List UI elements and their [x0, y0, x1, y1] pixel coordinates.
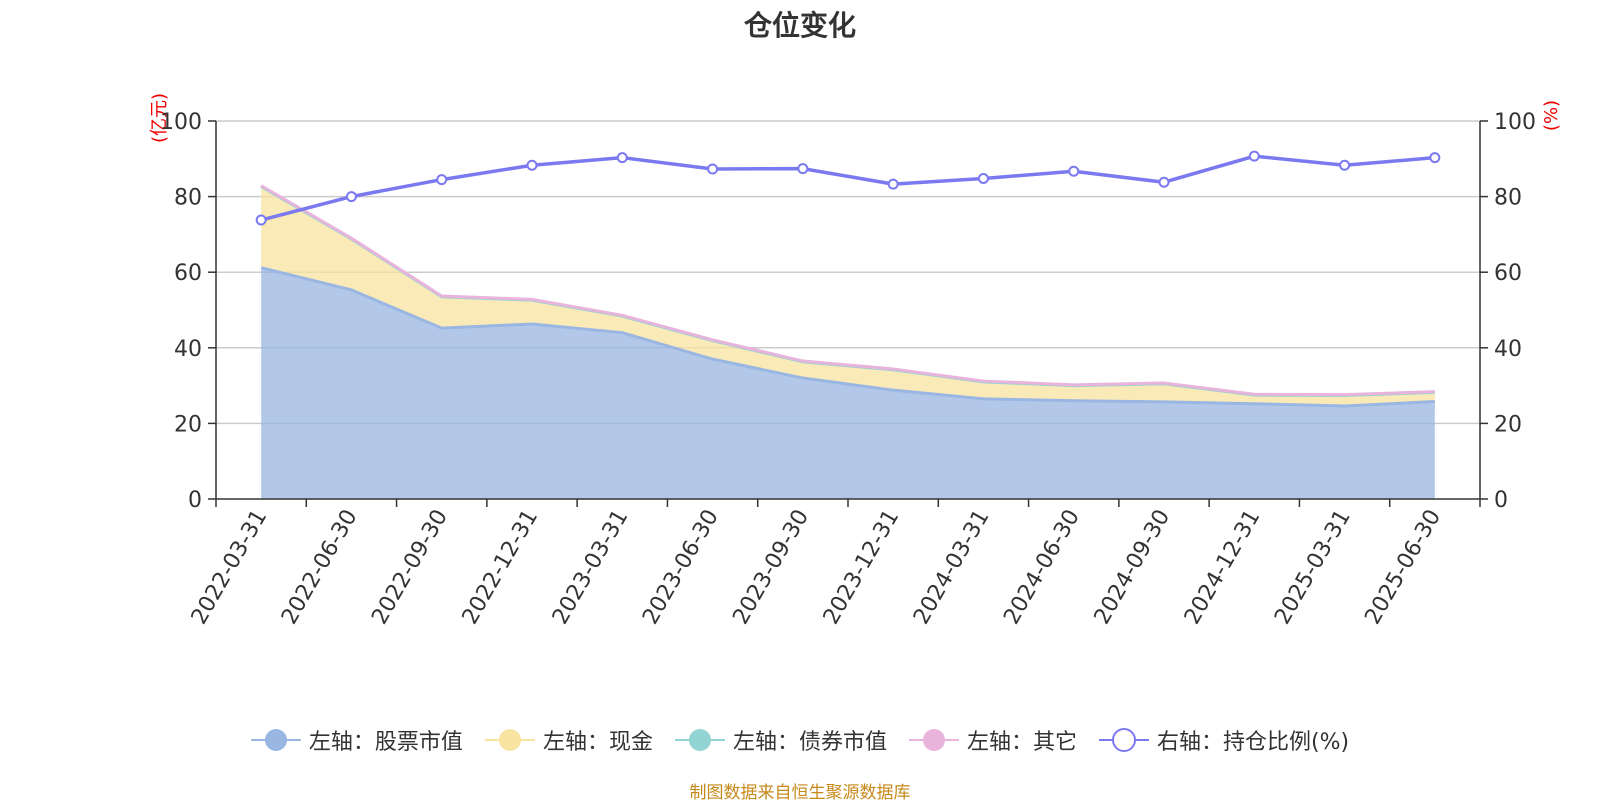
left-tick-label: 20 [174, 412, 202, 437]
legend-label: 左轴：其它 [966, 730, 1077, 755]
legend-marker-icon [250, 729, 301, 751]
left-tick-label: 60 [174, 261, 202, 286]
x-tick-label: 2022-06-30 [277, 506, 363, 629]
legend-marker-icon [674, 729, 725, 751]
legend-item[interactable]: 左轴：债券市值 [674, 724, 887, 756]
legend-item[interactable]: 左轴：其它 [908, 724, 1077, 756]
area-stock [261, 267, 1435, 499]
right-tick-label: 20 [1494, 412, 1522, 437]
x-tick-label: 2024-03-31 [909, 506, 995, 629]
ratio-point [436, 174, 448, 186]
right-tick-label: 80 [1494, 186, 1522, 211]
ratio-point [1248, 150, 1260, 162]
x-tick-label: 2024-12-31 [1180, 506, 1266, 629]
ratio-point [797, 163, 809, 175]
x-tick-label: 2024-09-30 [1090, 506, 1176, 629]
ratio-point [1339, 159, 1351, 171]
ratio-point [887, 178, 899, 190]
x-tick-label: 2022-12-31 [458, 506, 544, 629]
line-other [260, 184, 1435, 397]
x-tick-label: 2023-09-30 [728, 506, 814, 629]
legend-marker-icon [1098, 728, 1149, 752]
x-tick-label: 2024-06-30 [999, 506, 1085, 629]
x-tick-label: 2023-03-31 [548, 506, 634, 629]
x-tick-label: 2022-03-31 [187, 506, 273, 629]
legend-item[interactable]: 左轴：现金 [484, 724, 653, 756]
legend-item[interactable]: 右轴：持仓比例(%) [1098, 724, 1350, 756]
x-tick-label: 2023-12-31 [819, 505, 905, 628]
line-ratio [260, 154, 1436, 222]
ratio-point [255, 214, 267, 226]
legend-label: 右轴：持仓比例(%) [1156, 730, 1350, 755]
x-tick-label: 2025-03-31 [1270, 506, 1356, 629]
line-stock [260, 266, 1435, 408]
data-source-note: 制图数据来自恒生聚源数据库 [689, 783, 911, 803]
right-tick-label: 0 [1494, 488, 1508, 513]
ratio-point [526, 159, 538, 171]
legend-label: 左轴：现金 [542, 730, 653, 755]
ratio-point [616, 152, 628, 164]
chart-title: 仓位变化 [743, 9, 856, 42]
left-tick-label: 80 [174, 186, 202, 211]
legend-marker-icon [908, 729, 959, 751]
left-tick-label: 40 [174, 337, 202, 362]
left-tick-label: 0 [188, 488, 202, 513]
right-tick-label: 100 [1494, 110, 1536, 135]
ratio-point [707, 163, 719, 175]
ratio-point [1068, 165, 1080, 177]
right-tick-label: 60 [1494, 261, 1522, 286]
ratio-point [345, 191, 357, 203]
legend-marker-icon [484, 729, 535, 751]
legend-label: 左轴：债券市值 [732, 730, 887, 755]
ratio-point [977, 172, 989, 184]
x-tick-label: 2025-06-30 [1360, 506, 1446, 629]
x-tick-label: 2023-06-30 [638, 506, 724, 629]
ratio-point [1429, 152, 1441, 164]
left-tick-label: 100 [160, 110, 202, 135]
x-tick-label: 2022-09-30 [367, 506, 453, 629]
chart-legend: 左轴：股票市值 左轴：现金 左轴：债券市值 左轴：其它 右轴：持仓比例(%) [0, 724, 1600, 756]
ratio-point [1158, 176, 1170, 188]
legend-label: 左轴：股票市值 [308, 730, 463, 755]
legend-item[interactable]: 左轴：股票市值 [250, 724, 463, 756]
right-tick-label: 40 [1494, 337, 1522, 362]
